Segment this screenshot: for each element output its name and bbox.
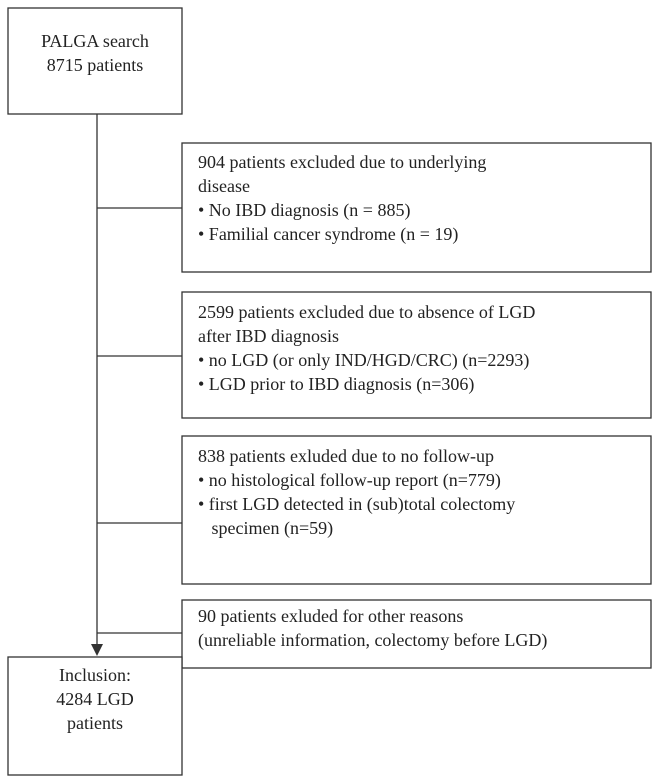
flow-box [7, 7, 183, 115]
box-text: 8715 patients [47, 55, 144, 75]
box-text: disease [198, 176, 250, 196]
box-text: 90 patients exluded for other reasons [198, 606, 463, 626]
arrow-head [91, 644, 103, 656]
box-text: 4284 LGD [56, 689, 134, 709]
box-text: PALGA search [41, 31, 149, 51]
flow-box [181, 435, 652, 585]
box-text: 838 patients exluded due to no follow-up [198, 446, 494, 466]
box-text: • no LGD (or only IND/HGD/CRC) (n=2293) [198, 350, 529, 371]
box-text: • LGD prior to IBD diagnosis (n=306) [198, 374, 474, 395]
flow-box [181, 291, 652, 419]
flow-box [181, 599, 652, 669]
flow-box [7, 656, 183, 776]
box-text: after IBD diagnosis [198, 326, 339, 346]
box-text: • no histological follow-up report (n=77… [198, 470, 501, 491]
box-text: Inclusion: [59, 665, 131, 685]
box-text: • Familial cancer syndrome (n = 19) [198, 224, 458, 245]
box-text: 2599 patients excluded due to absence of… [198, 302, 535, 322]
box-text: 904 patients excluded due to underlying [198, 152, 486, 172]
box-text: (unreliable information, colectomy befor… [198, 630, 547, 651]
box-text: • first LGD detected in (sub)total colec… [198, 494, 515, 515]
box-text: patients [67, 713, 123, 733]
box-text: • No IBD diagnosis (n = 885) [198, 200, 410, 221]
flow-box [181, 142, 652, 273]
box-text: specimen (n=59) [198, 518, 333, 539]
